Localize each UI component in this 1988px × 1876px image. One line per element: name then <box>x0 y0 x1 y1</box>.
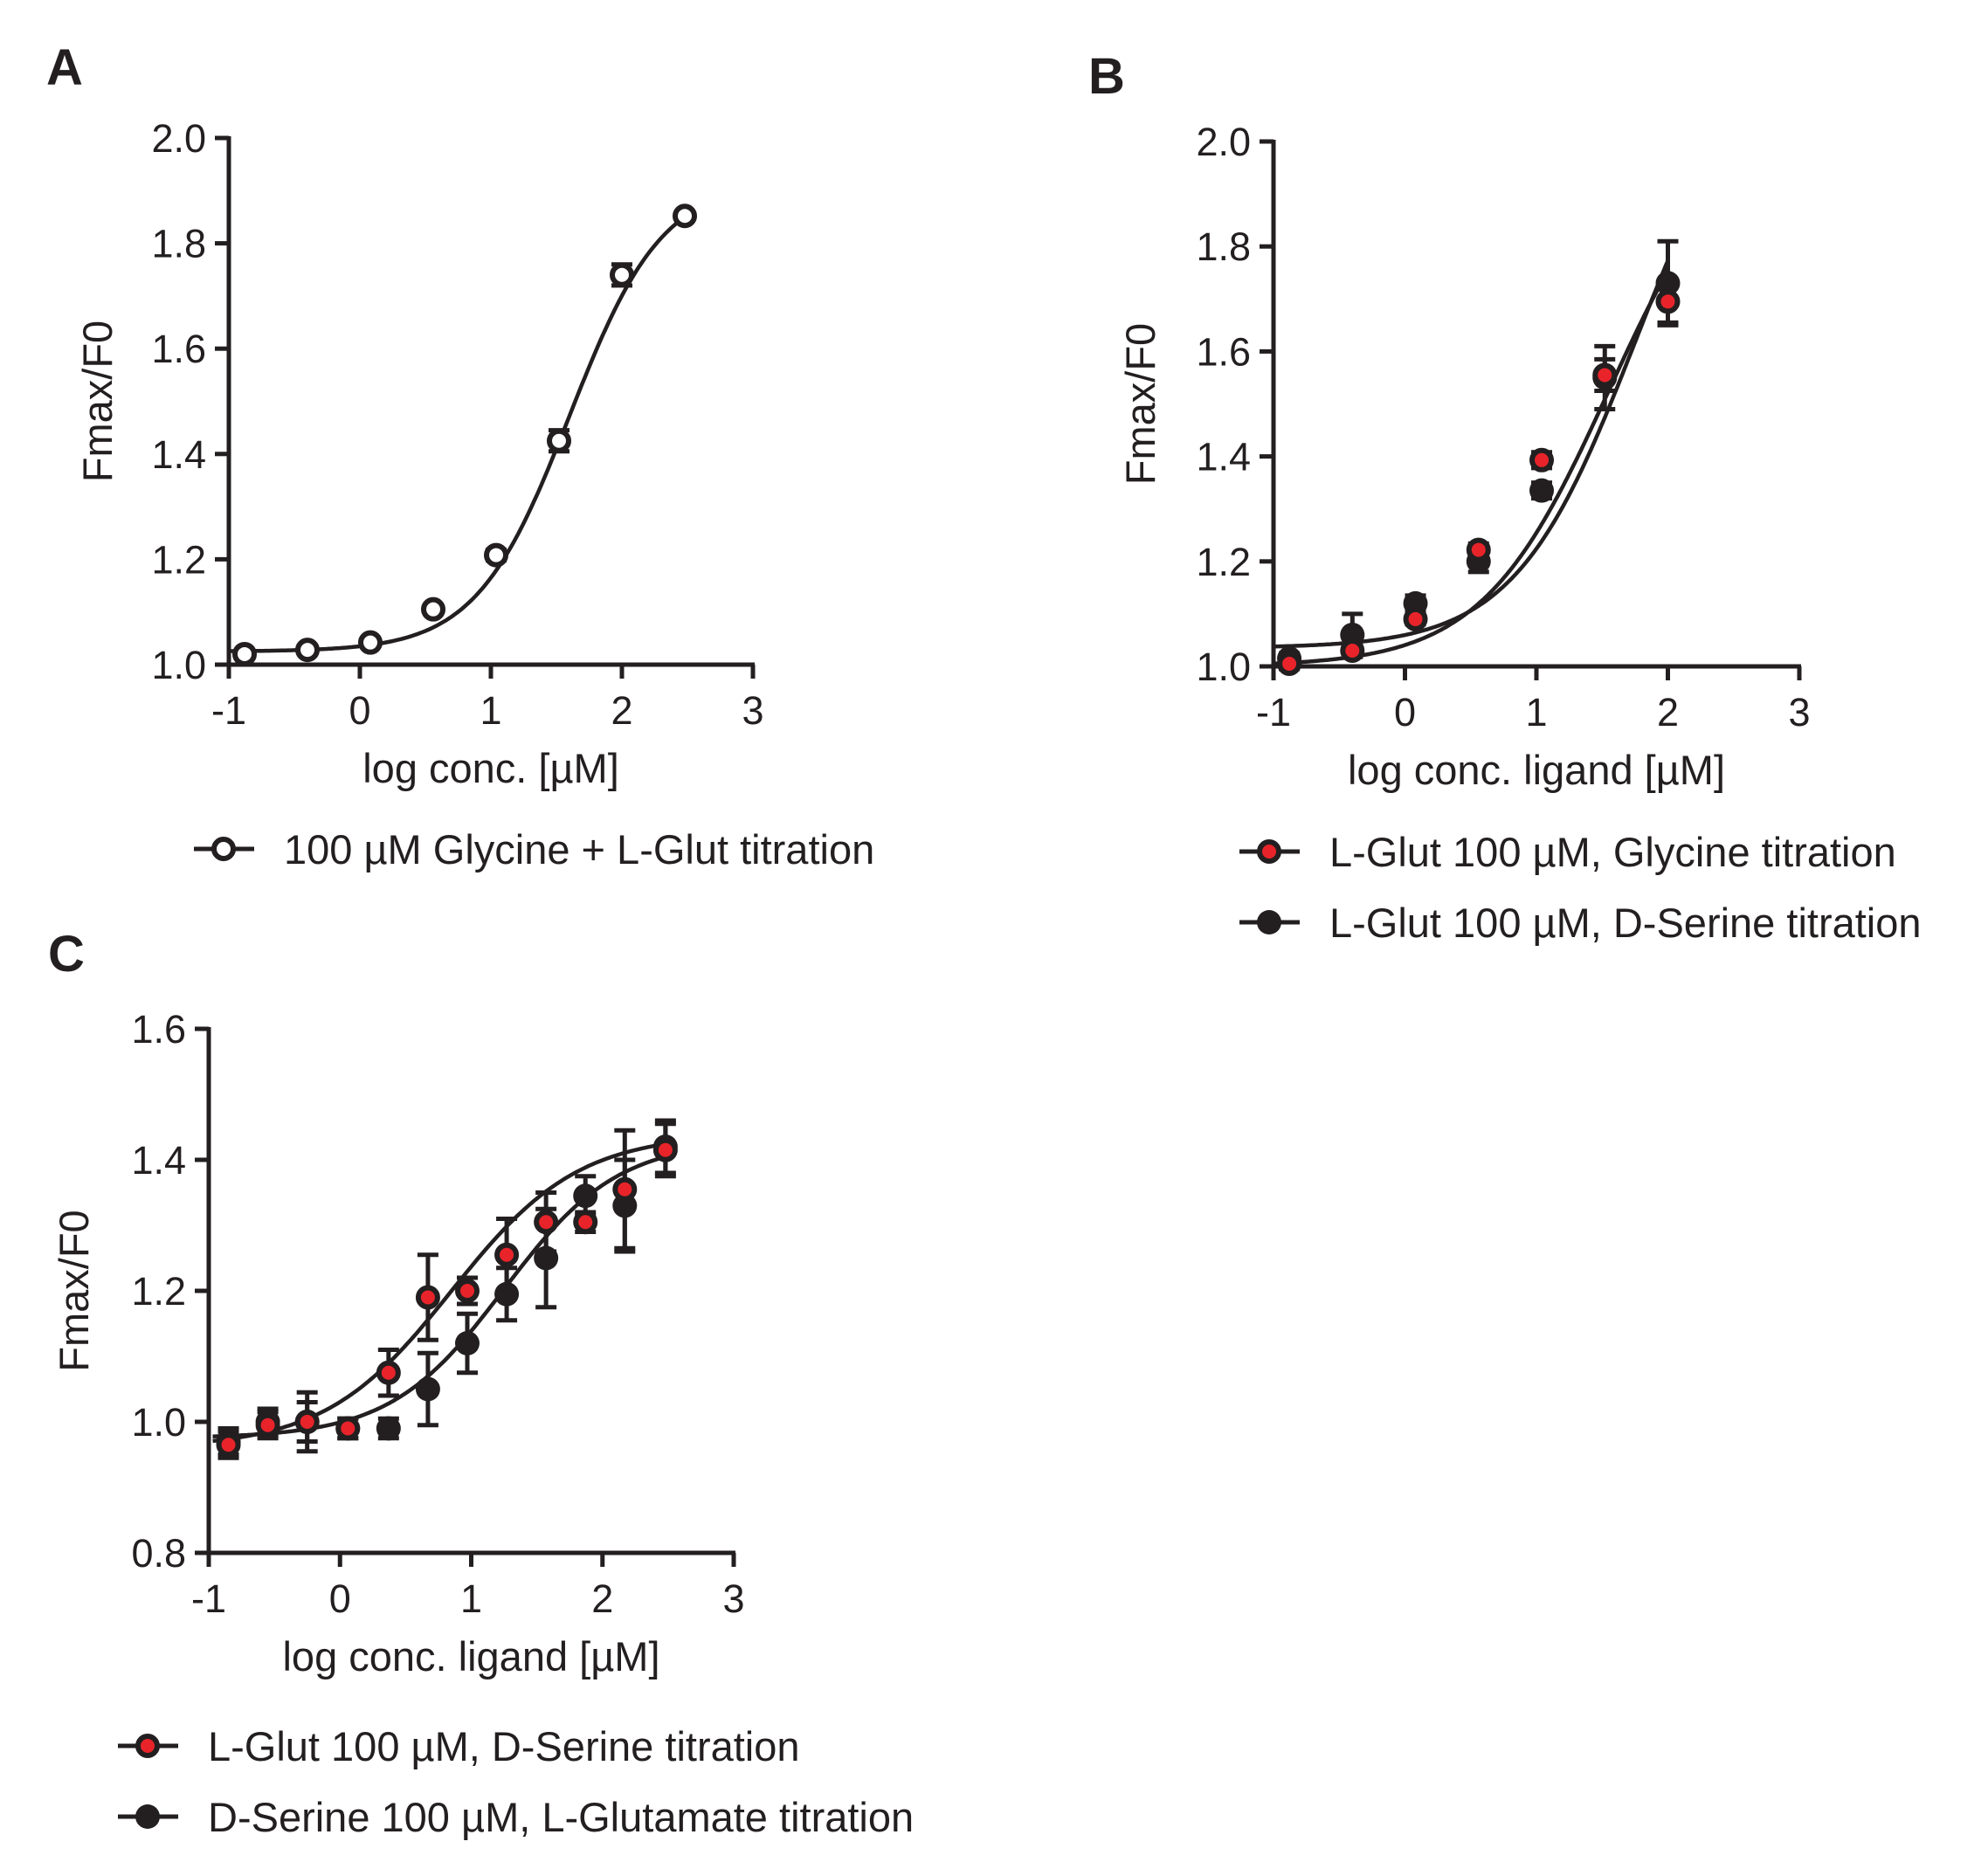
legend-marker-c-0 <box>135 1734 160 1758</box>
chart-panel-a: -1 0 1 2 3 1.0 1.2 1.4 1.6 1.8 2.0 log conc. [µM] Fm… <box>74 116 874 872</box>
legend-label-b-0: L-Glut 100 µM, Glycine titration <box>1329 829 1896 875</box>
legend-label-a-0: 100 µM Glycine + L-Glut titration <box>284 826 874 872</box>
data-point-c-series-0 <box>454 1279 480 1303</box>
y-tick-label-b: 2.0 <box>1196 120 1251 164</box>
data-point-a-series-0 <box>673 203 697 229</box>
data-point-b-series-0 <box>1655 289 1681 314</box>
x-axis-label-a: log conc. [µM] <box>362 745 619 791</box>
data-point-b-series-1 <box>1529 478 1555 503</box>
legend-marker-c-1 <box>135 1804 160 1829</box>
data-point-c-series-0 <box>494 1242 520 1267</box>
data-point-c-series-0 <box>216 1432 241 1458</box>
data-point-c-series-0 <box>335 1416 361 1441</box>
data-point-c-series-1 <box>534 1245 559 1271</box>
panel-letter-a: A <box>46 39 83 96</box>
y-tick-label-a: 2.0 <box>151 116 206 161</box>
data-point-c-series-0 <box>612 1176 638 1202</box>
y-tick-label-c: 0.8 <box>131 1531 186 1576</box>
x-tick-label-a: 2 <box>611 688 632 733</box>
x-tick-label-a: 0 <box>349 688 370 733</box>
data-point-c-series-0 <box>255 1412 280 1438</box>
data-point-c-series-1 <box>376 1416 401 1441</box>
data-point-a-series-0 <box>358 630 383 655</box>
data-point-c-series-1 <box>454 1331 480 1355</box>
y-axis-label-a: Fmax/F0 <box>74 321 121 482</box>
legend-label-b-1: L-Glut 100 µM, D-Serine titration <box>1329 900 1922 946</box>
panel-letter-c: C <box>48 926 85 983</box>
y-tick-label-b: 1.8 <box>1196 224 1251 269</box>
y-tick-label-a: 1.0 <box>151 643 206 687</box>
data-point-c-series-1 <box>573 1183 598 1209</box>
data-point-b-series-0 <box>1277 651 1302 676</box>
y-tick-label-b: 1.0 <box>1196 645 1251 689</box>
x-tick-label-a: 1 <box>480 688 501 733</box>
y-tick-label-c: 1.6 <box>131 1007 186 1052</box>
data-point-a-series-0 <box>421 597 445 622</box>
legend-marker-b-0 <box>1257 839 1281 864</box>
x-tick-label-a: -1 <box>211 688 246 733</box>
data-point-c-series-1 <box>494 1281 520 1307</box>
x-tick-label-b: 1 <box>1525 690 1547 735</box>
data-point-b-series-0 <box>1592 362 1618 388</box>
data-point-b-series-0 <box>1466 537 1491 562</box>
panel-letter-b: B <box>1088 48 1125 105</box>
y-tick-label-a: 1.8 <box>151 222 206 266</box>
data-point-c-series-0 <box>652 1137 678 1162</box>
x-axis-label-b: log conc. ligand [µM] <box>1348 747 1725 793</box>
data-point-b-series-1 <box>1655 271 1681 296</box>
data-point-a-series-0 <box>484 542 508 568</box>
legend-label-c-1: D-Serine 100 µM, L-Glutamate titration <box>208 1794 914 1840</box>
x-tick-label-b: 0 <box>1394 690 1416 735</box>
data-point-b-series-0 <box>1403 606 1428 631</box>
data-point-a-series-0 <box>232 641 257 666</box>
data-point-c-series-0 <box>415 1285 440 1310</box>
x-tick-label-c: 2 <box>591 1576 613 1621</box>
x-tick-label-b: 2 <box>1657 690 1679 735</box>
data-point-b-series-0 <box>1340 638 1365 663</box>
legend-marker-b-1 <box>1257 910 1281 935</box>
x-tick-label-c: -1 <box>191 1576 226 1621</box>
data-point-a-series-0 <box>610 262 634 287</box>
chart-panel-c: -1 0 1 2 3 0.8 1.0 1.2 1.4 1.6 log conc. ligand [µ… <box>51 1007 914 1840</box>
data-point-c-series-1 <box>415 1376 440 1402</box>
y-axis-label-c: Fmax/F0 <box>51 1210 97 1371</box>
data-point-b-series-0 <box>1529 447 1555 472</box>
chart-panel-b: -1 0 1 2 3 1.0 1.2 1.4 1.6 1.8 2.0 log conc. ligand… <box>1117 120 1922 946</box>
y-tick-label-b: 1.2 <box>1196 540 1251 584</box>
y-axis-label-b: Fmax/F0 <box>1117 323 1163 485</box>
x-tick-label-c: 0 <box>329 1576 351 1621</box>
data-point-a-series-0 <box>295 638 320 663</box>
fit-curve-b-series-1 <box>1273 259 1670 649</box>
fit-curve-b-series-0 <box>1273 270 1670 666</box>
data-point-c-series-0 <box>573 1210 598 1235</box>
y-tick-label-a: 1.2 <box>151 537 206 582</box>
x-axis-label-c: log conc. ligand [µM] <box>282 1633 659 1679</box>
x-tick-label-b: -1 <box>1256 690 1291 735</box>
y-tick-label-c: 1.4 <box>131 1138 186 1183</box>
x-tick-label-c: 3 <box>722 1576 744 1621</box>
fit-curve-c-series-0 <box>212 1141 666 1444</box>
y-tick-label-a: 1.4 <box>151 432 206 477</box>
y-tick-label-c: 1.0 <box>131 1400 186 1445</box>
x-tick-label-b: 3 <box>1788 690 1810 735</box>
data-point-c-series-0 <box>376 1360 401 1385</box>
legend-marker-a-0 <box>211 837 236 861</box>
y-tick-label-b: 1.4 <box>1196 435 1251 479</box>
x-tick-label-a: 3 <box>742 688 763 733</box>
y-tick-label-a: 1.6 <box>151 327 206 371</box>
data-point-c-series-0 <box>534 1210 559 1235</box>
data-point-c-series-0 <box>294 1410 320 1434</box>
x-tick-label-c: 1 <box>460 1576 482 1621</box>
legend-label-c-0: L-Glut 100 µM, D-Serine titration <box>208 1723 800 1769</box>
y-tick-label-b: 1.6 <box>1196 329 1251 374</box>
data-point-a-series-0 <box>547 428 571 453</box>
y-tick-label-c: 1.2 <box>131 1269 186 1314</box>
